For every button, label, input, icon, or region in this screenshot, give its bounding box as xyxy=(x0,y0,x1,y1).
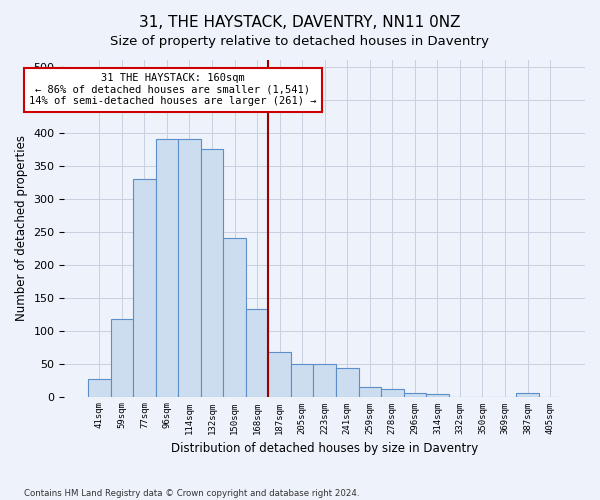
Bar xyxy=(178,139,201,396)
Bar xyxy=(313,364,336,396)
Text: Contains HM Land Registry data © Crown copyright and database right 2024.: Contains HM Land Registry data © Crown c… xyxy=(24,488,359,498)
Text: 31, THE HAYSTACK, DAVENTRY, NN11 0NZ: 31, THE HAYSTACK, DAVENTRY, NN11 0NZ xyxy=(139,15,461,30)
Bar xyxy=(133,179,155,396)
Bar xyxy=(88,378,110,396)
Text: Size of property relative to detached houses in Daventry: Size of property relative to detached ho… xyxy=(110,35,490,48)
Bar xyxy=(359,386,381,396)
Bar xyxy=(336,368,359,396)
Bar xyxy=(516,392,539,396)
Bar xyxy=(291,364,313,396)
Y-axis label: Number of detached properties: Number of detached properties xyxy=(15,136,28,322)
Bar xyxy=(223,238,246,396)
Bar xyxy=(381,388,404,396)
Bar xyxy=(110,318,133,396)
Bar xyxy=(404,394,426,396)
Bar xyxy=(201,149,223,396)
Bar xyxy=(155,139,178,396)
Bar xyxy=(246,309,268,396)
X-axis label: Distribution of detached houses by size in Daventry: Distribution of detached houses by size … xyxy=(171,442,478,455)
Bar xyxy=(426,394,449,396)
Bar xyxy=(268,352,291,397)
Text: 31 THE HAYSTACK: 160sqm
← 86% of detached houses are smaller (1,541)
14% of semi: 31 THE HAYSTACK: 160sqm ← 86% of detache… xyxy=(29,73,316,106)
